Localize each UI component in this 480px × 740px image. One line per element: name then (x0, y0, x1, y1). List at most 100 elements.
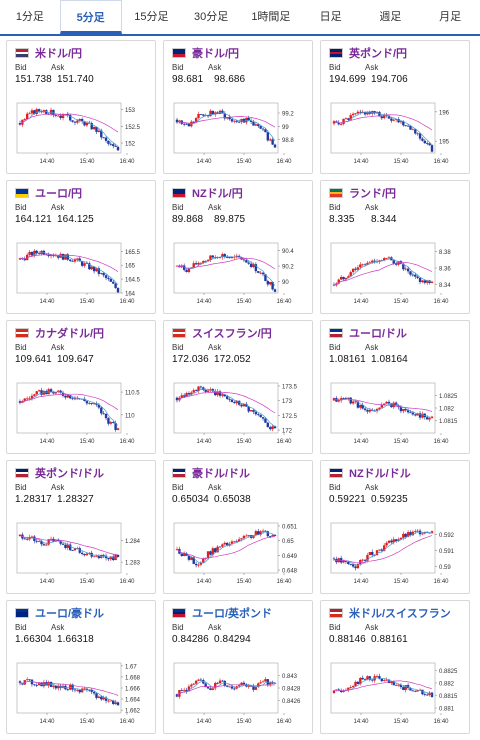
candle-body (107, 140, 110, 144)
tab-7[interactable]: 月足 (439, 11, 462, 23)
candle-body (414, 690, 417, 692)
candle-body (197, 386, 200, 391)
candle-body (92, 126, 96, 130)
currency-card[interactable]: ユーロ/ドル Bid Ask 1.08161 1.08164 1.0825 1.082 1.0… (320, 320, 470, 454)
candle-body (218, 257, 222, 258)
price-chart: 1.284 1.283 14:40 15:40 16:40 (16, 522, 141, 585)
pair-name-link[interactable]: ユーロ/英ポンド (192, 608, 273, 620)
candle-body (102, 554, 105, 556)
candle-body (37, 109, 41, 112)
moving-average-line (333, 535, 433, 564)
currency-card[interactable]: 豪ドル/円 Bid Ask 98.681 98.686 99.2 99 98.8 14:40 15… (163, 40, 313, 174)
candle-body (399, 537, 403, 540)
currency-card[interactable]: NZドル/ドル Bid Ask 0.59221 0.59235 0.592 0.591 0.5… (320, 460, 470, 594)
pair-name-link[interactable]: 英ポンド/円 (349, 48, 408, 60)
candle-body (221, 110, 224, 114)
flag-icon (172, 608, 186, 618)
y-tick-label: 164.5 (125, 278, 141, 284)
currency-card[interactable]: 英ポンド/ドル Bid Ask 1.28317 1.28327 1.284 1.283 14:… (6, 460, 156, 594)
currency-card[interactable]: 英ポンド/円 Bid Ask 194.699 194.706 196 195 14:40 15:… (320, 40, 470, 174)
candle-body (347, 687, 350, 690)
candle-body (182, 689, 186, 691)
candle-body (392, 539, 395, 543)
candle-body (206, 551, 210, 558)
tab-4[interactable]: 1時間足 (251, 11, 291, 23)
candle-body (104, 137, 108, 141)
currency-card[interactable]: ユーロ/英ポンド Bid Ask 0.84286 0.84294 0.843 0.8428 0… (163, 600, 313, 734)
pair-name-link[interactable]: 米ドル/円 (35, 48, 83, 60)
pair-name-link[interactable]: スイスフラン/円 (192, 328, 272, 340)
flag-icon (172, 48, 186, 58)
currency-card[interactable]: スイスフラン/円 Bid Ask 172.036 172.052 173.5 173 172.… (163, 320, 313, 454)
moving-average-line (19, 113, 119, 133)
candle-body (88, 689, 91, 691)
chart-frame (330, 102, 436, 154)
candle-body (342, 560, 345, 563)
candle-body (237, 121, 241, 123)
tab-0[interactable]: 1分足 (15, 11, 44, 23)
candle-body (344, 277, 348, 280)
moving-average-line (176, 256, 276, 286)
tab-6[interactable]: 週足 (379, 11, 402, 23)
candle-body (199, 113, 203, 115)
pair-name-link[interactable]: 豪ドル/円 (192, 48, 240, 60)
tab-1[interactable]: 5分足 (59, 0, 122, 34)
currency-card[interactable]: 豪ドル/ドル Bid Ask 0.65034 0.65038 0.651 0.65 0.649… (163, 460, 313, 594)
candle-body (233, 541, 236, 543)
pair-name-link[interactable]: 英ポンド/ドル (35, 468, 105, 480)
pair-name-link[interactable]: NZドル/円 (192, 188, 243, 200)
pair-header: ユーロ/豪ドル (15, 606, 147, 620)
candle-body (33, 110, 36, 114)
candle-body (426, 694, 429, 696)
candle-body (235, 255, 238, 257)
tab-5[interactable]: 日足 (319, 11, 342, 23)
currency-card[interactable]: カナダドル/円 Bid Ask 109.641 109.647 110.5 110 14:40… (6, 320, 156, 454)
candle-body (40, 111, 43, 113)
pair-name-link[interactable]: カナダドル/円 (35, 328, 105, 340)
moving-average-line (333, 112, 433, 146)
pair-name-link[interactable]: 豪ドル/ドル (192, 468, 251, 480)
candle-body (349, 687, 352, 688)
candle-body (399, 121, 403, 123)
currency-card[interactable]: 米ドル/スイスフラン Bid Ask 0.88146 0.88161 0.8825 0.88… (320, 600, 470, 734)
pair-name-link[interactable]: ランド/円 (349, 188, 397, 200)
ask-value: 151.740 (57, 74, 94, 85)
candle-body (409, 125, 412, 130)
candle-body (114, 283, 117, 288)
tab-3[interactable]: 30分足 (194, 11, 229, 23)
currency-card[interactable]: ユーロ/豪ドル Bid Ask 1.66304 1.66318 1.67 1.668 1.66… (6, 600, 156, 734)
candle-body (371, 552, 374, 555)
candle-body (416, 689, 419, 692)
pair-name-link[interactable]: 米ドル/スイスフラン (349, 608, 451, 620)
y-tick-label: 1.664 (125, 698, 141, 704)
pair-name-link[interactable]: ユーロ/ドル (349, 328, 408, 340)
candle-body (102, 273, 105, 276)
ask-value: 164.125 (57, 214, 94, 225)
candle-body (37, 253, 41, 254)
currency-card[interactable]: ユーロ/円 Bid Ask 164.121 164.125 165.5 165 164.5 16… (6, 180, 156, 314)
currency-card[interactable]: 米ドル/円 Bid Ask 151.738 151.740 153 152.5 152 14:4… (6, 40, 156, 174)
currency-card[interactable]: NZドル/円 Bid Ask 89.868 89.875 90.4 90.2 90 14:40 1… (163, 180, 313, 314)
candle-body (218, 546, 222, 548)
price-chart: 0.651 0.65 0.649 0.648 14:40 15:40 16:40 (173, 522, 298, 585)
candle-body (361, 677, 364, 680)
pair-name-link[interactable]: NZドル/ドル (349, 468, 411, 480)
y-tick-label: 99 (282, 125, 289, 131)
candle-body (104, 555, 108, 559)
candle-body (409, 412, 412, 414)
candle-body (223, 113, 227, 119)
y-tick-label: 152 (125, 142, 136, 148)
flag-icon (329, 328, 343, 338)
candle-body (25, 679, 29, 681)
pair-name-link[interactable]: ユーロ/円 (35, 188, 83, 200)
ask-value: 98.686 (214, 74, 246, 85)
currency-card[interactable]: ランド/円 Bid Ask 8.335 8.344 8.38 8.36 8.34 14:40 15… (320, 180, 470, 314)
moving-average-line (176, 388, 276, 427)
tab-2[interactable]: 15分足 (134, 11, 169, 23)
candle-body (104, 275, 108, 278)
pair-name-link[interactable]: ユーロ/豪ドル (35, 608, 105, 620)
candle-body (349, 272, 352, 277)
ask-value: 0.65038 (214, 494, 251, 505)
candle-body (97, 696, 101, 698)
candle-body (88, 122, 91, 124)
